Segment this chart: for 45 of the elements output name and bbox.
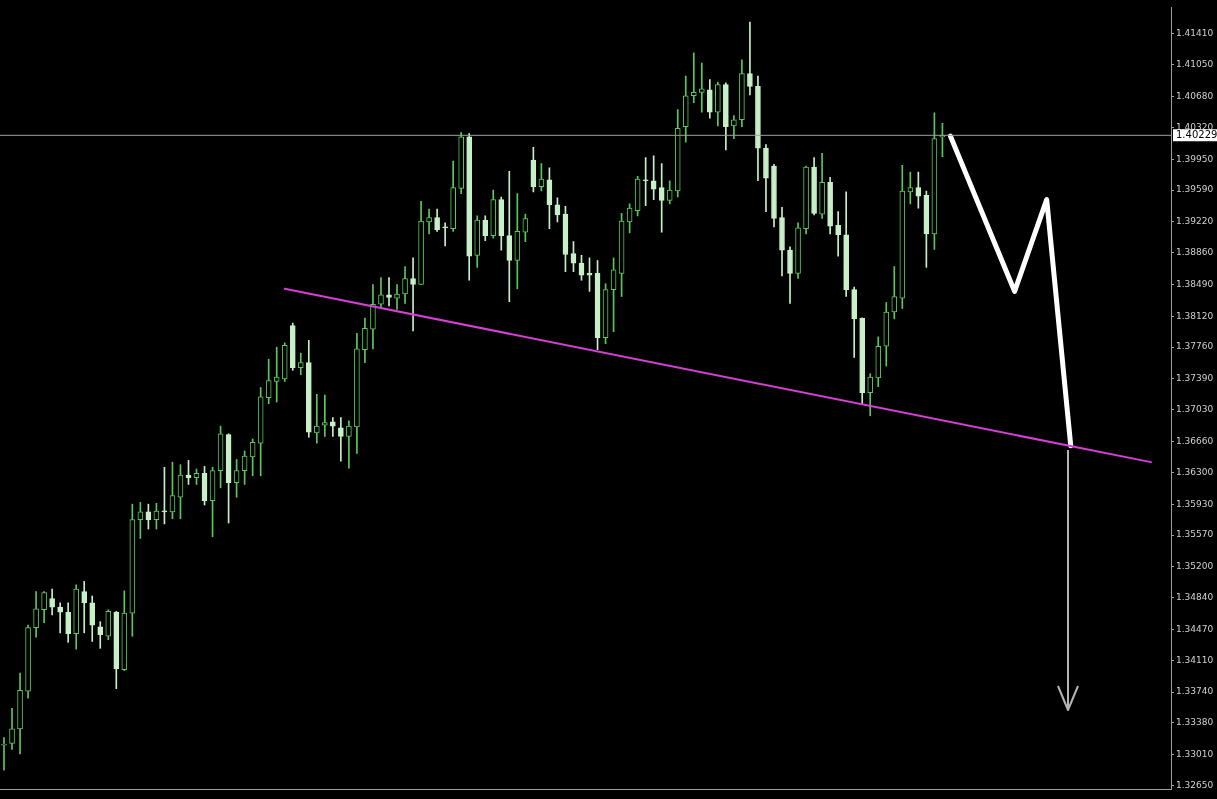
y-tick-label: 1.32650: [1176, 779, 1214, 790]
candlestick: [658, 163, 665, 233]
y-tick-label: 1.41050: [1176, 59, 1214, 70]
y-tick-label: 1.39220: [1176, 216, 1214, 227]
candlestick: [346, 420, 352, 469]
candlestick: [273, 346, 280, 403]
candlestick: [410, 257, 416, 332]
y-tick-label: 1.38120: [1176, 310, 1214, 321]
y-tick-label: 1.35930: [1176, 498, 1214, 509]
candlestick: [426, 208, 432, 235]
candlestick: [338, 417, 344, 462]
y-tick-label: 1.37030: [1176, 404, 1214, 415]
candlestick: [690, 52, 697, 103]
y-tick-label: 1.40680: [1176, 90, 1214, 101]
candlestick: [835, 211, 841, 257]
candlestick: [747, 21, 753, 96]
y-tick-label: 1.38860: [1176, 247, 1214, 258]
candlestick: [698, 62, 705, 113]
y-tick-label: 1.37390: [1176, 373, 1214, 384]
candlestick: [650, 155, 657, 200]
y-tick-label: 1.36660: [1176, 435, 1214, 446]
candlestick: [57, 602, 63, 634]
y-tick-label: 1.34110: [1176, 654, 1214, 665]
candlestick: [330, 417, 336, 437]
candlestick: [1, 737, 7, 771]
y-tick-label: 1.35200: [1176, 561, 1214, 572]
y-tick-label: 1.38490: [1176, 278, 1214, 289]
candlestick: [81, 581, 88, 634]
y-tick-label: 1.36300: [1176, 466, 1214, 477]
y-tick-label: 1.33380: [1176, 717, 1214, 728]
y-tick-label: 1.33010: [1176, 749, 1214, 760]
candlestick: [394, 284, 400, 310]
candlestick: [442, 222, 448, 247]
candlestick: [322, 394, 328, 437]
y-tick-label: 1.34840: [1176, 592, 1214, 603]
y-tick-label: 1.37760: [1176, 341, 1214, 352]
y-tick-label: 1.35570: [1176, 529, 1214, 540]
y-tick-label: 1.39590: [1176, 184, 1214, 195]
candlestick: [506, 170, 513, 303]
y-tick-label: 1.34470: [1176, 623, 1214, 634]
candlestick: [386, 277, 392, 307]
y-tick-label: 1.39950: [1176, 153, 1214, 164]
candlestick: [313, 394, 320, 444]
y-tick-label: 1.33740: [1176, 686, 1214, 697]
y-tick-label: 1.41410: [1176, 28, 1214, 39]
